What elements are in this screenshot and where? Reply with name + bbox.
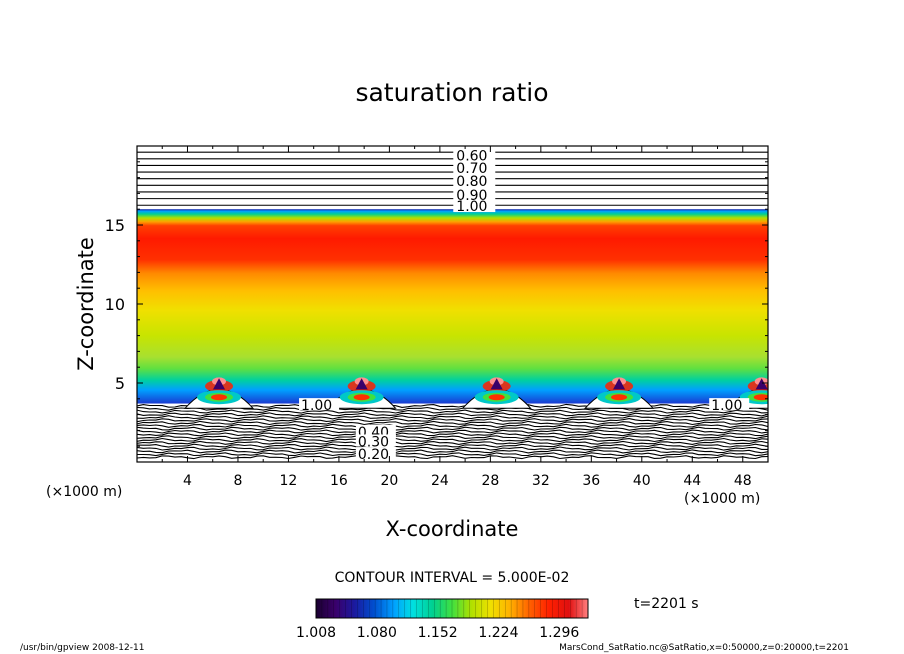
lower-contour-line [137,437,768,443]
lower-contour-line [137,455,768,460]
footer-program: /usr/bin/gpview 2008-12-11 [20,643,144,653]
plot-area: 0.600.700.800.901.001.00 1.000.400.300.20 [137,146,768,463]
y-axis: 5 10 15 [105,161,768,447]
upper-contour-label: 0.70 [456,161,487,177]
x-tick-label: 20 [380,473,398,489]
upper-contour-label: 0.90 [456,188,487,204]
lower-contour-line [137,429,768,434]
upper-contour-lines [137,151,768,206]
contour-interval-label: CONTOUR INTERVAL = 5.000E-02 [335,570,570,586]
x-tick-label: 40 [633,473,651,489]
x-tick-label: 48 [734,473,752,489]
lower-contour-line [137,426,768,431]
colorbar-tick-label: 1.224 [478,625,518,641]
condensation-cell [461,377,532,409]
x-tick-label: 4 [183,473,192,489]
x-tick-label: 12 [280,473,298,489]
upper-contour-label: 0.60 [456,148,487,164]
lower-contour-line [137,415,768,420]
lower-contour-line [137,412,768,417]
x-tick-label: 16 [330,473,348,489]
x-tick-label: 28 [481,473,499,489]
x-tick-label: 32 [532,473,550,489]
colorbar [315,598,589,619]
upper-contour-label: 0.80 [456,174,487,190]
condensation-cells [183,377,768,409]
condensation-cell [583,377,655,409]
y-tick-label: 15 [105,216,125,235]
lower-contour-line [137,435,768,440]
lower-contour-label: 0.20 [358,447,389,463]
footer-source: MarsCond_SatRatio.nc@SatRatio,x=0:50000,… [559,643,849,653]
colorbar-tick-labels: 1.008 1.080 1.152 1.224 1.296 [296,599,583,641]
contour-labels: 0.600.700.800.901.001.00 1.000.400.300.20 [299,148,750,463]
colorbar-tick-label: 1.296 [539,625,579,641]
y-tick-label: 10 [105,295,125,314]
x-unit-right: (×1000 m) [684,491,760,507]
lower-contour-line [137,452,768,457]
x-tick-label: 44 [683,473,701,489]
lower-contour-label: 1.00 [301,398,332,414]
x-unit-left: (×1000 m) [46,484,122,500]
y-axis-label: Z-coordinate [74,237,98,371]
lower-contour-line [137,418,768,423]
lower-contour-line [137,423,768,428]
chart-title: saturation ratio [355,78,548,107]
colorbar-tick-label: 1.008 [296,625,336,641]
lower-contour-line [137,449,768,454]
x-tick-label: 8 [233,473,242,489]
lower-contour-line [137,409,768,414]
colorbar-tick-label: 1.152 [418,625,458,641]
x-tick-label: 36 [582,473,600,489]
time-label: t=2201 s [634,596,699,612]
x-axis: 4 8 12 16 20 24 28 32 36 40 44 48 [161,146,752,489]
colorbar-tick-label: 1.080 [357,625,397,641]
y-tick-label: 5 [115,374,125,393]
lower-contour-label: 0.30 [358,434,389,450]
lower-contour-line [137,420,768,426]
lower-contour-line [137,443,768,448]
lower-contour-line [137,432,768,437]
x-tick-label: 24 [431,473,449,489]
condensation-cell [183,377,255,409]
upper-contour-label: 1.00 [456,199,487,215]
x-axis-label: X-coordinate [386,517,519,541]
lower-contour-lines [137,403,768,460]
saturation-color-band [137,209,768,404]
lower-contour-label: 1.00 [711,398,742,414]
lower-contour-line [137,440,768,445]
lower-contour-line [137,446,768,451]
